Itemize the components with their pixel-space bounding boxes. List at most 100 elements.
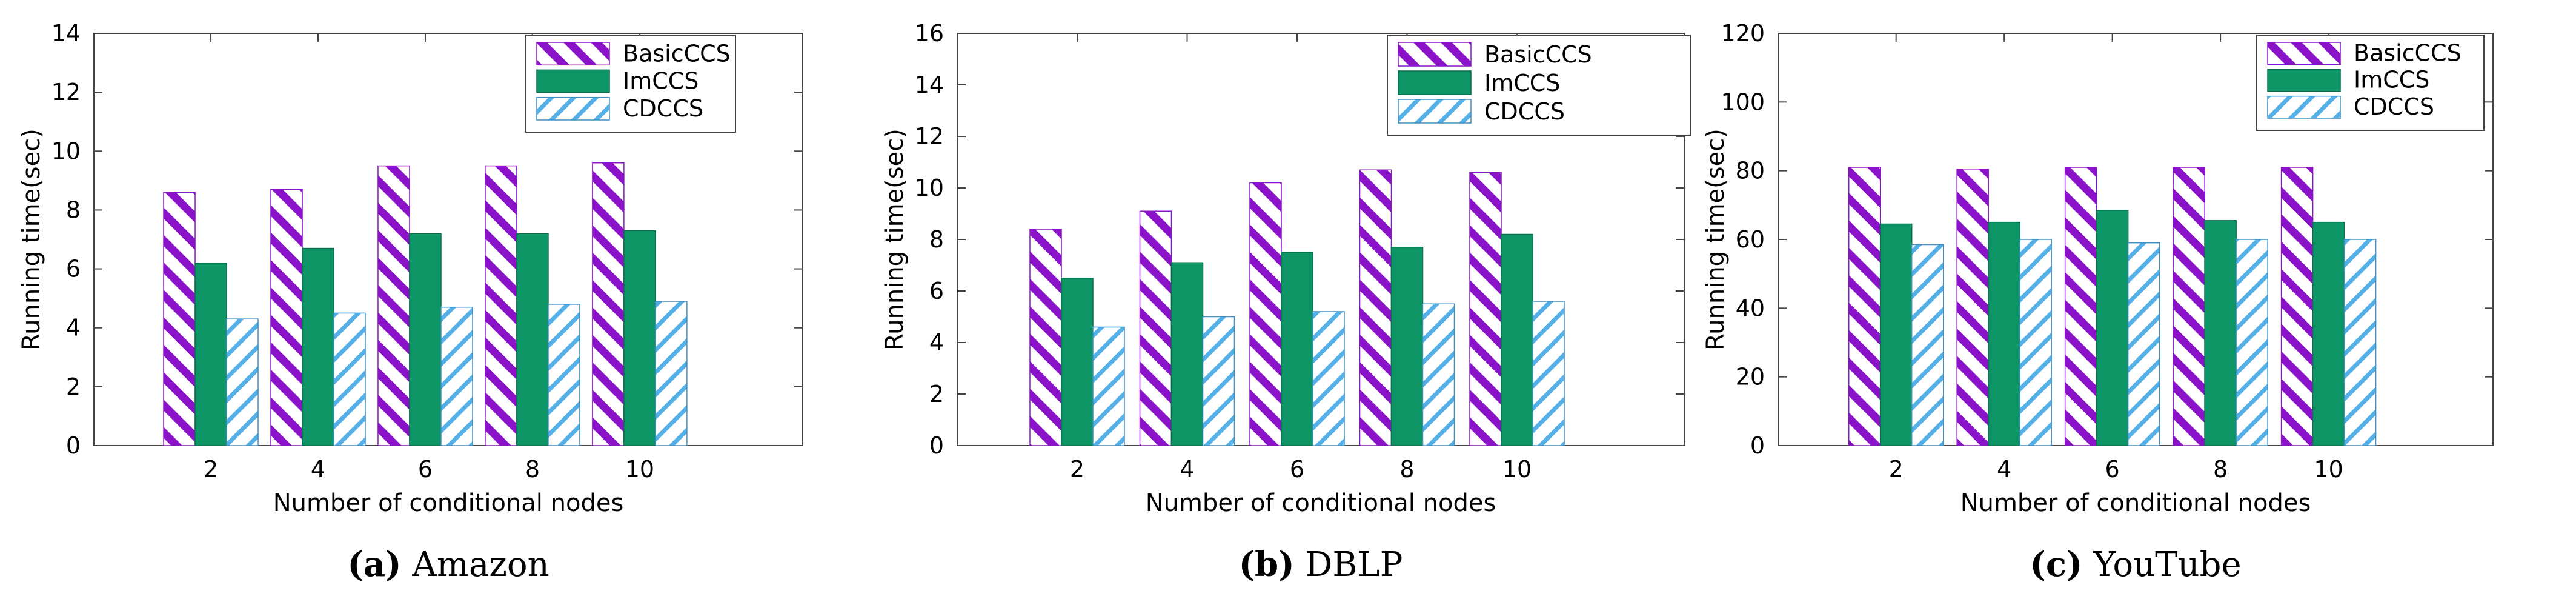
- bar-basicccs-6: [1249, 182, 1282, 446]
- x-axis-label: Number of conditional nodes: [1146, 489, 1496, 517]
- bar-cdccs-2: [226, 318, 259, 446]
- bar-imccs-6: [2096, 210, 2129, 446]
- y-tick-label: 2: [929, 381, 944, 407]
- bar-cdccs-2: [1911, 244, 1944, 446]
- bar-basicccs-8: [485, 165, 517, 446]
- legend-label-cdccs: CDCCS: [1484, 98, 1565, 125]
- x-tick-label: 6: [1290, 456, 1304, 483]
- legend-label-cdccs: CDCCS: [623, 95, 703, 122]
- y-tick-label: 10: [51, 138, 81, 164]
- caption-letter: (b): [1239, 544, 1295, 584]
- y-tick-label: 20: [1736, 364, 1765, 390]
- legend-swatch-basicccs: [536, 42, 610, 66]
- bar-basicccs-2: [1029, 229, 1062, 446]
- y-tick-label: 12: [51, 79, 81, 105]
- bar-imccs-6: [1281, 252, 1313, 446]
- legend-swatch-imccs: [2267, 69, 2341, 92]
- bar-basicccs-4: [1139, 210, 1172, 446]
- bar-cdccs-6: [2127, 242, 2160, 446]
- legend-label-cdccs: CDCCS: [2354, 93, 2434, 120]
- y-tick-label: 0: [1750, 432, 1765, 459]
- bar-basicccs-4: [270, 189, 303, 446]
- legend-swatch-imccs: [1398, 70, 1472, 95]
- bar-basicccs-8: [1359, 169, 1392, 446]
- legend-label-imccs: ImCCS: [2354, 67, 2429, 93]
- bar-cdccs-8: [548, 304, 580, 446]
- bar-imccs-8: [516, 233, 549, 446]
- bar-cdccs-4: [2019, 239, 2052, 446]
- legend-swatch-basicccs: [2267, 42, 2341, 65]
- x-tick-label: 8: [2213, 456, 2228, 483]
- bar-cdccs-2: [1092, 326, 1125, 446]
- x-tick-label: 6: [418, 456, 433, 483]
- bar-imccs-10: [623, 230, 656, 446]
- y-tick-label: 16: [915, 20, 944, 47]
- bar-imccs-4: [1170, 262, 1204, 446]
- x-axis-label: Number of conditional nodes: [273, 489, 624, 517]
- legend-label-basicccs: BasicCCS: [2354, 39, 2461, 66]
- y-tick-label: 12: [915, 123, 944, 150]
- caption-dataset: YouTube: [2083, 545, 2242, 584]
- x-tick-label: 2: [204, 456, 218, 483]
- caption-dataset: DBLP: [1295, 545, 1403, 584]
- x-tick-label: 10: [625, 456, 654, 483]
- subfigure-caption: (a) Amazon: [347, 544, 549, 584]
- x-tick-label: 10: [1502, 456, 1532, 483]
- bar-basicccs-2: [163, 192, 196, 446]
- bar-cdccs-10: [1532, 301, 1565, 446]
- bar-imccs-10: [2312, 221, 2345, 446]
- x-tick-label: 10: [2314, 456, 2343, 483]
- bar-basicccs-6: [2064, 167, 2097, 446]
- y-tick-label: 6: [929, 278, 944, 304]
- bar-imccs-4: [1988, 221, 2020, 446]
- y-tick-label: 6: [66, 256, 81, 283]
- x-tick-label: 2: [1070, 456, 1084, 483]
- bar-imccs-8: [2204, 220, 2237, 446]
- bar-cdccs-10: [655, 301, 688, 446]
- bar-cdccs-6: [440, 306, 473, 446]
- bar-imccs-6: [409, 233, 442, 446]
- caption-letter: (c): [2030, 544, 2082, 584]
- y-tick-label: 4: [929, 329, 944, 356]
- legend-swatch-imccs: [536, 69, 610, 93]
- x-axis-label: Number of conditional nodes: [1960, 489, 2311, 517]
- legend-swatch-cdccs: [536, 96, 610, 121]
- y-axis-label: Running time(sec): [881, 129, 909, 350]
- legend-label-basicccs: BasicCCS: [1484, 41, 1592, 68]
- bar-basicccs-8: [2173, 167, 2205, 446]
- y-axis-label: Running time(sec): [1702, 129, 1730, 350]
- caption-letter: (a): [347, 544, 401, 584]
- bar-imccs-8: [1390, 247, 1424, 446]
- bar-basicccs-4: [1956, 169, 1989, 446]
- subfigure-caption: (b) DBLP: [1239, 544, 1403, 584]
- x-tick-label: 4: [311, 456, 325, 483]
- x-tick-label: 6: [2105, 456, 2120, 483]
- caption-dataset: Amazon: [402, 545, 549, 584]
- y-tick-label: 8: [66, 196, 81, 223]
- bar-cdccs-8: [2236, 239, 2268, 446]
- bar-imccs-2: [1061, 278, 1094, 446]
- y-tick-label: 0: [66, 432, 81, 459]
- bar-cdccs-8: [1422, 303, 1455, 446]
- bar-imccs-4: [302, 247, 334, 446]
- bar-cdccs-10: [2343, 239, 2377, 446]
- x-tick-label: 8: [1399, 456, 1414, 483]
- x-tick-label: 4: [1997, 456, 2011, 483]
- y-axis-label: Running time(sec): [18, 129, 45, 350]
- bar-cdccs-6: [1312, 311, 1345, 446]
- y-tick-label: 0: [929, 432, 944, 459]
- y-tick-label: 80: [1736, 158, 1765, 184]
- bar-basicccs-2: [1848, 167, 1881, 446]
- bar-basicccs-10: [592, 162, 625, 446]
- bar-cdccs-4: [333, 312, 366, 446]
- bar-imccs-2: [1879, 223, 1913, 446]
- legend-swatch-basicccs: [1398, 42, 1472, 67]
- bar-basicccs-10: [1469, 172, 1502, 446]
- bar-basicccs-6: [377, 165, 410, 446]
- x-tick-label: 8: [525, 456, 540, 483]
- y-tick-label: 14: [51, 20, 81, 47]
